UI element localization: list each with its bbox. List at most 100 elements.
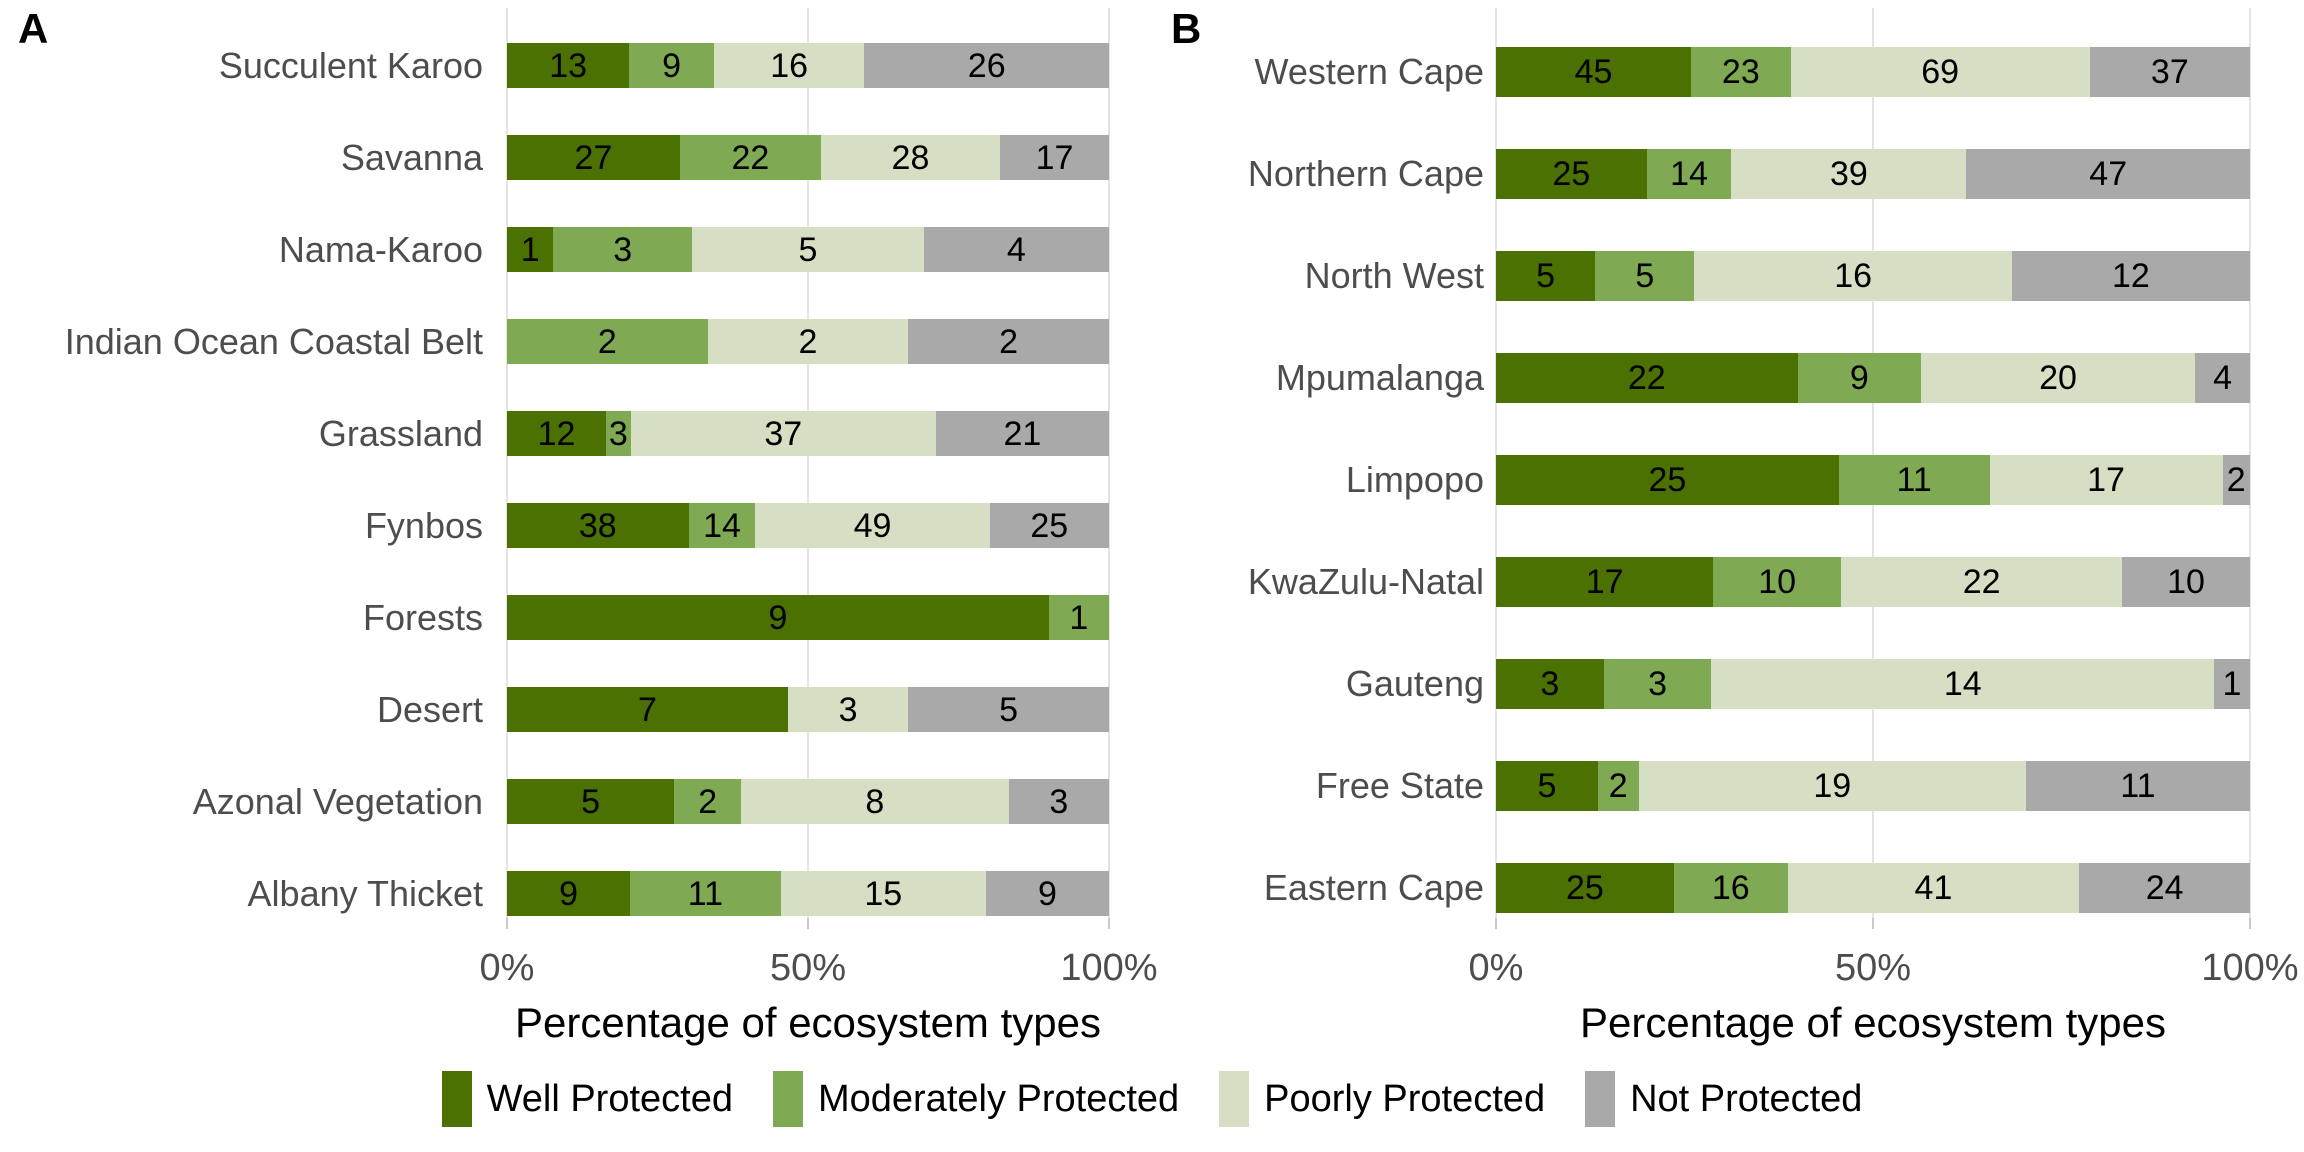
bar-segment-poorly-protected: 16	[713, 43, 865, 88]
bar-segment-moderately-protected: 11	[630, 871, 781, 916]
axis-tick	[506, 918, 508, 929]
segment-value: 14	[703, 506, 741, 545]
bar-segment-not-protected: 4	[2195, 353, 2250, 403]
row-label: Grassland	[318, 412, 483, 454]
bar-segment-not-protected: 5	[908, 687, 1109, 732]
segment-value: 12	[537, 414, 576, 453]
legend-item: Not Protected	[1585, 1071, 1862, 1127]
segment-value: 13	[549, 46, 588, 85]
bar-segment-not-protected: 2	[2222, 455, 2250, 505]
segment-value: 4	[2213, 359, 2233, 397]
bar-segment-poorly-protected: 2	[707, 319, 909, 364]
segment-value: 1	[1069, 598, 1089, 637]
bar-segment-not-protected: 37	[2089, 47, 2250, 97]
bar: 13 9 16 26	[507, 43, 1109, 88]
row-label: Northern Cape	[1247, 153, 1484, 194]
bar: 17 10 22 10	[1496, 557, 2250, 607]
row-label: Eastern Cape	[1263, 867, 1484, 908]
segment-value: 5	[999, 690, 1019, 729]
segment-value: 22	[1627, 359, 1666, 397]
bar: 12 3 37 21	[507, 411, 1109, 456]
bar-segment-moderately-protected: 3	[1603, 659, 1712, 709]
axis-tick	[1872, 918, 1874, 929]
axis-tick	[807, 918, 809, 929]
bar: 38 14 49 25	[507, 503, 1109, 548]
segment-value: 41	[1914, 869, 1953, 907]
panel-a: A Succulent Karoo 13 9 16 26 Savanna 27 22 28 17 Na…	[18, 8, 1158, 1046]
bar-segment-poorly-protected: 49	[755, 503, 990, 548]
row-label: Albany Thicket	[247, 872, 483, 914]
legend-swatch-not-protected	[1585, 1071, 1616, 1127]
legend-label: Poorly Protected	[1264, 1077, 1546, 1120]
segment-value: 3	[613, 230, 633, 269]
bar-segment-poorly-protected: 19	[1638, 761, 2026, 811]
segment-value: 5	[1635, 257, 1655, 295]
segment-value: 10	[2167, 563, 2205, 601]
segment-value: 9	[559, 874, 579, 913]
segment-value: 11	[1896, 461, 1932, 499]
segment-value: 1	[2222, 665, 2242, 703]
row-label: North West	[1304, 255, 1484, 296]
bar-segment-poorly-protected: 69	[1790, 47, 2090, 97]
segment-value: 4	[1006, 230, 1026, 269]
segment-value: 9	[662, 46, 682, 85]
bar-segment-not-protected: 4	[923, 227, 1109, 272]
segment-value: 8	[865, 782, 885, 821]
bar-segment-moderately-protected: 16	[1673, 863, 1788, 913]
bar-segment-well-protected: 17	[1496, 557, 1714, 607]
segment-value: 69	[1921, 53, 1960, 91]
row-label: Limpopo	[1345, 459, 1484, 500]
segment-value: 9	[1849, 359, 1869, 397]
bar-segment-moderately-protected: 3	[605, 411, 631, 456]
segment-value: 11	[2120, 767, 2156, 805]
axis-tick-label: 100%	[2201, 947, 2299, 989]
legend-item: Well Protected	[441, 1071, 733, 1127]
row-label: Succulent Karoo	[218, 44, 483, 86]
bar-segment-not-protected: 12	[2011, 251, 2250, 301]
segment-value: 19	[1813, 767, 1852, 805]
segment-value: 9	[1037, 874, 1057, 913]
row-label: Fynbos	[364, 504, 483, 546]
segment-value: 49	[853, 506, 892, 545]
bar-segment-not-protected: 2	[908, 319, 1109, 364]
row-label: Gauteng	[1345, 663, 1484, 704]
segment-value: 2	[999, 322, 1019, 361]
row-label: Western Cape	[1254, 51, 1484, 92]
bar-segment-well-protected: 22	[1496, 353, 1798, 403]
bar-segment-not-protected: 24	[2079, 863, 2250, 913]
bar-segment-poorly-protected: 39	[1731, 149, 1967, 199]
bar-segment-moderately-protected: 11	[1838, 455, 1990, 505]
segment-value: 3	[1540, 665, 1560, 703]
legend-item: Moderately Protected	[772, 1071, 1179, 1127]
bar-segment-moderately-protected: 14	[688, 503, 756, 548]
segment-value: 20	[2039, 359, 2077, 397]
bar-segment-moderately-protected: 5	[1595, 251, 1695, 301]
segment-value: 2	[698, 782, 718, 821]
segment-value: 16	[1711, 869, 1750, 907]
legend: Well Protected Moderately Protected Poorly…	[0, 1068, 2304, 1130]
segment-value: 28	[891, 138, 930, 177]
segment-value: 15	[864, 874, 903, 913]
segment-value: 25	[1552, 155, 1591, 193]
legend-item: Poorly Protected	[1219, 1071, 1545, 1127]
legend-swatch-poorly-protected	[1219, 1071, 1250, 1127]
bar: 45 23 69 37	[1496, 47, 2250, 97]
axis-tick-label: 0%	[479, 947, 535, 989]
bar-segment-poorly-protected: 28	[820, 135, 1001, 180]
bar-segment-well-protected: 3	[1496, 659, 1604, 709]
segment-value: 47	[2089, 155, 2128, 193]
gridline	[2249, 8, 2251, 920]
bar-segment-poorly-protected: 17	[1989, 455, 2223, 505]
segment-value: 2	[1608, 767, 1628, 805]
bar-segment-moderately-protected: 23	[1691, 47, 1791, 97]
axis-tick-label: 100%	[1060, 947, 1158, 989]
segment-value: 25	[1648, 461, 1687, 499]
bar-segment-well-protected: 25	[1496, 863, 1674, 913]
bar-segment-poorly-protected: 3	[787, 687, 909, 732]
bar: 9 11 15 9	[507, 871, 1109, 916]
segment-value: 2	[2226, 461, 2246, 499]
segment-value: 5	[581, 782, 601, 821]
segment-value: 45	[1574, 53, 1613, 91]
segment-value: 5	[798, 230, 818, 269]
bar: 22 9 20 4	[1496, 353, 2250, 403]
